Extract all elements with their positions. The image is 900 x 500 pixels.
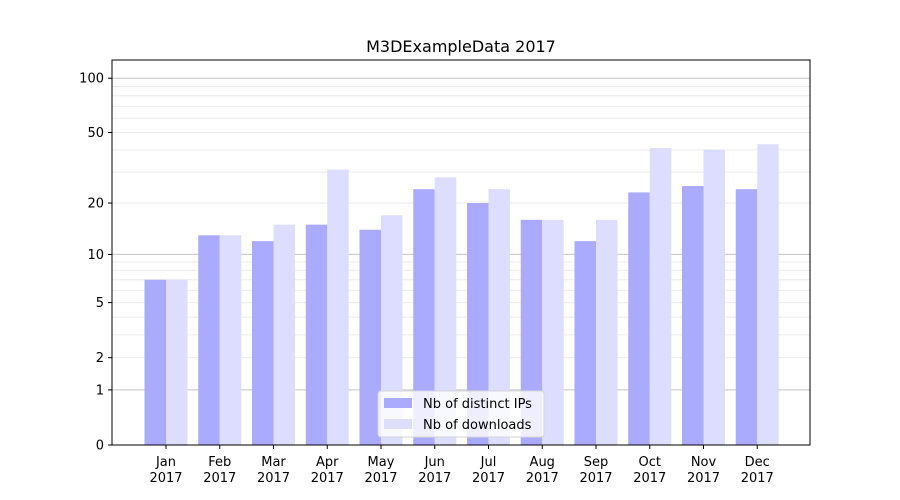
- legend-swatch: [384, 398, 412, 408]
- x-tick-label: Jan 2017: [149, 455, 182, 486]
- legend-box: [377, 390, 545, 438]
- x-tick-label: Apr 2017: [311, 455, 344, 486]
- x-tick-label: Jul 2017: [472, 455, 505, 486]
- bar-downloads-2: [273, 224, 295, 445]
- bar-downloads-11: [757, 144, 779, 445]
- bar-downloads-3: [327, 169, 349, 445]
- bar-distinct-ips-0: [144, 279, 166, 445]
- bar-downloads-7: [542, 219, 564, 445]
- bar-distinct-ips-9: [628, 192, 650, 445]
- bars: [144, 144, 779, 446]
- x-tick-label: Dec 2017: [741, 455, 774, 486]
- bar-distinct-ips-11: [735, 189, 758, 445]
- y-tick-label: 10: [87, 248, 104, 263]
- y-axis: 0 1 2 5 10 20 50 100: [79, 72, 112, 454]
- y-tick-label: 5: [96, 296, 104, 311]
- legend-label: Nb of downloads: [423, 418, 532, 433]
- x-tick-label: Feb 2017: [203, 455, 236, 486]
- plot-frame: [111, 59, 811, 446]
- chart-title: M3DExampleData 2017: [366, 37, 556, 56]
- bar-downloads-0: [166, 279, 188, 445]
- bar-downloads-8: [596, 219, 618, 445]
- legend-swatch: [384, 419, 412, 429]
- x-tick-label: Oct 2017: [633, 455, 666, 486]
- bar-distinct-ips-6: [467, 203, 489, 445]
- x-axis: Jan 2017 Feb 2017 Mar 2017 Apr 2017 May 2017 Jun 20…: [149, 445, 774, 486]
- x-tick-label: May 2017: [364, 455, 397, 486]
- legend: Nb of distinct IPs Nb of downloads: [377, 390, 545, 438]
- bar-distinct-ips-1: [198, 235, 220, 445]
- x-tick-label: Nov 2017: [687, 455, 720, 486]
- x-tick-label: Aug 2017: [526, 455, 559, 486]
- y-tick-label: 0: [96, 439, 104, 454]
- bar-distinct-ips-5: [413, 189, 435, 445]
- bar-downloads-6: [488, 189, 510, 445]
- bar-distinct-ips-7: [520, 219, 543, 445]
- y-tick-label: 100: [79, 72, 104, 87]
- bar-distinct-ips-2: [252, 241, 274, 445]
- x-tick-label: Mar 2017: [257, 455, 290, 486]
- x-tick-label: Sep 2017: [579, 455, 612, 486]
- y-tick-label: 50: [87, 126, 104, 141]
- bar-distinct-ips-8: [574, 241, 596, 445]
- bar-downloads-9: [649, 147, 672, 445]
- bar-distinct-ips-10: [682, 186, 704, 445]
- bar-distinct-ips-3: [305, 224, 328, 445]
- bar-distinct-ips-4: [359, 229, 381, 445]
- x-tick-label: Jun 2017: [418, 455, 451, 486]
- y-tick-label: 1: [96, 383, 104, 398]
- bar-downloads-4: [381, 215, 403, 445]
- legend-label: Nb of distinct IPs: [423, 397, 532, 412]
- y-tick-label: 2: [96, 351, 104, 366]
- bar-downloads-5: [434, 177, 457, 445]
- y-tick-label: 20: [87, 197, 104, 212]
- bar-downloads-10: [703, 149, 725, 446]
- bar-downloads-1: [219, 235, 242, 445]
